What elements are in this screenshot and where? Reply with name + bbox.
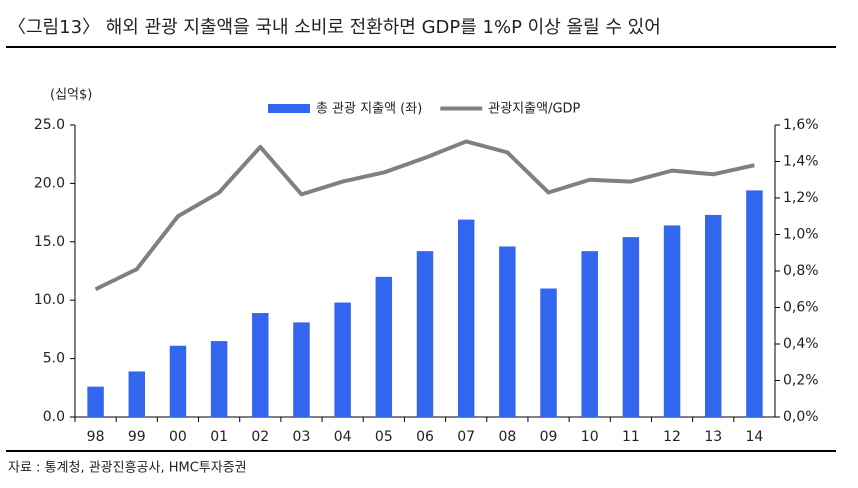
x-tick-label: 10 — [581, 429, 599, 445]
bar — [293, 322, 310, 417]
bar — [375, 276, 393, 417]
bar — [128, 371, 145, 417]
y-tick-label: 20.0 — [34, 175, 65, 191]
line — [94, 139, 755, 292]
y-axis-label: (십억$) — [50, 88, 92, 103]
bar — [334, 302, 351, 417]
x-tick-label: 05 — [375, 429, 393, 445]
x-tick-label: 11 — [622, 429, 640, 445]
legend-label: 총 관광 지출액 (좌) — [316, 102, 422, 117]
y2-tick-label: 1,0% — [783, 227, 819, 243]
legend-swatch — [268, 104, 310, 113]
y2-tick-label: 0,0% — [783, 409, 819, 425]
y-tick-label: 25.0 — [34, 117, 65, 133]
bar — [746, 190, 763, 417]
bar — [581, 251, 598, 417]
legend-label: 관광지출액/GDP — [488, 102, 580, 117]
bar — [416, 251, 434, 417]
x-tick-label: 06 — [416, 429, 434, 445]
x-tick-label: 09 — [540, 429, 558, 445]
bar — [210, 341, 228, 417]
y2-tick-label: 0,2% — [783, 373, 819, 389]
bar — [457, 219, 475, 417]
x-tick-label: 03 — [293, 429, 311, 445]
bar — [540, 288, 557, 417]
bar — [87, 386, 104, 417]
bar — [252, 313, 269, 417]
bar — [169, 345, 187, 417]
x-tick-label: 02 — [251, 429, 269, 445]
source: 자료 : 통계청, 관광진흥공사, HMC투자증권 — [8, 461, 247, 476]
x-tick-label: 14 — [745, 429, 763, 445]
bar — [663, 225, 681, 417]
y-tick-label: 0.0 — [43, 409, 65, 425]
x-tick-label: 99 — [128, 429, 146, 445]
y2-tick-label: 1,4% — [783, 154, 819, 170]
x-tick-label: 01 — [210, 429, 228, 445]
y2-tick-label: 0,8% — [783, 263, 819, 279]
x-tick-label: 12 — [663, 429, 681, 445]
x-tick-label: 08 — [498, 429, 516, 445]
bar — [705, 214, 722, 417]
x-tick-label: 04 — [334, 429, 352, 445]
y-tick-label: 5.0 — [43, 351, 65, 367]
y2-tick-label: 1,6% — [783, 117, 819, 133]
x-tick-label: 00 — [169, 429, 187, 445]
y2-tick-label: 1,2% — [783, 190, 819, 206]
chart-title: 〈그림13〉 해외 관광 지출액을 국내 소비로 전환하면 GDP를 1%P 이… — [8, 17, 661, 38]
bar — [622, 237, 640, 417]
bar — [499, 246, 516, 417]
x-tick-label: 98 — [87, 429, 105, 445]
y-tick-label: 15.0 — [34, 234, 65, 250]
y2-tick-label: 0,6% — [783, 300, 819, 316]
x-tick-label: 07 — [457, 429, 475, 445]
x-tick-label: 13 — [704, 429, 722, 445]
y-tick-label: 10.0 — [34, 292, 65, 308]
y2-tick-label: 0,4% — [783, 336, 819, 352]
